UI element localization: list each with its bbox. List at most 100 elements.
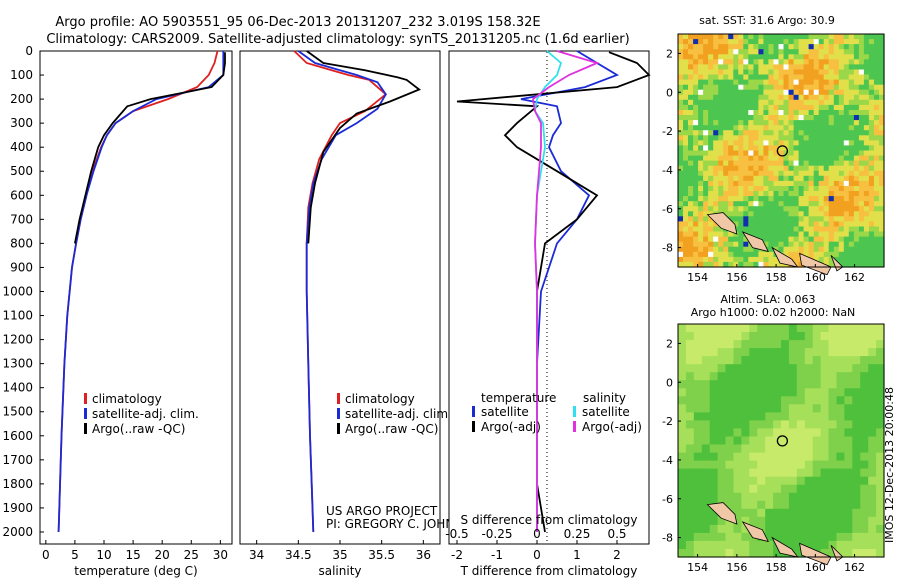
heatmap-cell [741,324,750,333]
heatmap-cell [757,428,766,437]
heatmap-cell [703,236,709,243]
heatmap-cell [749,348,758,357]
heatmap-cell [823,246,830,253]
temperature-x-ticks: 0 5 10 15 20 25 30 [42,540,228,562]
heatmap-cell [812,532,822,542]
heatmap-cell [843,196,850,202]
heatmap-cell [836,460,845,470]
heatmap-cell [718,99,724,106]
heatmap-cell [848,39,855,45]
heatmap-cell [798,84,805,91]
heatmap-cell [743,84,749,91]
heatmap-cell [818,99,825,106]
heatmap-cell [828,125,835,131]
heatmap-cell [703,99,709,106]
heatmap-cell [717,388,727,397]
heatmap-cell [848,64,855,71]
heatmap-cell [833,145,840,152]
temperature-difference-label: T difference from climatology [460,564,638,578]
heatmap-cell [833,150,840,157]
heatmap-cell [860,460,869,470]
heatmap-cell [868,231,875,238]
heatmap-cell [808,49,815,55]
heatmap-cell [788,332,798,341]
heatmap-cell [843,246,850,253]
heatmap-cell [793,34,800,40]
heatmap-cell [748,74,754,81]
heatmap-cell [723,39,729,45]
legend-swatch-temp-satellite [472,406,475,417]
heatmap-cell [713,74,719,81]
heatmap-cell [725,500,734,510]
heatmap-cell [753,110,759,116]
heatmap-cell [758,256,764,263]
salinity-panel: 34 34.5 35 35.5 36 salinity climatology sate… [239,50,480,578]
heatmap-cell [698,94,704,101]
heatmap-cell [798,94,805,101]
heatmap-cell [812,332,822,341]
heatmap-cell [838,84,845,91]
heatmap-cell [763,201,769,207]
heatmap-cell [688,206,694,212]
heatmap-cell [748,180,754,187]
heatmap-cell [678,49,684,55]
heatmap-cell [738,115,744,121]
heatmap-cell [833,115,840,121]
heatmap-cell [763,34,769,40]
heatmap-cell [753,94,759,101]
heatmap-cell [678,99,684,106]
heatmap-cell [858,165,865,172]
heatmap-cell [701,492,711,502]
heatmap-cell [828,524,837,534]
heatmap-cell [713,39,719,45]
heatmap-cell [798,226,805,233]
heatmap-cell [717,484,727,494]
heatmap-cell [798,140,805,147]
legend-label-temp-satellite: satellite [481,405,529,419]
heatmap-cell [749,484,758,494]
heatmap-cell [844,428,853,437]
heatmap-cell [698,191,704,197]
heatmap-cell [852,476,861,486]
heatmap-cell [783,186,790,192]
heatmap-cell [836,324,845,333]
heatmap-cell [793,150,800,157]
heatmap-cell [852,540,861,550]
heatmap-cell [808,201,815,207]
heatmap-cell [843,170,850,177]
heatmap-cell [852,532,861,542]
heatmap-cell [783,74,790,81]
heatmap-cell [733,196,739,202]
heatmap-cell [796,452,806,462]
heatmap-cell [723,175,729,182]
heatmap-cell [803,44,810,50]
heatmap-cell [678,175,684,182]
heatmap-cell [748,94,754,101]
heatmap-cell [803,74,810,81]
heatmap-cell [763,104,769,111]
heatmap-cell [860,549,869,558]
x-tick-label: 15 [125,548,140,562]
heatmap-cell [678,380,687,389]
heatmap-cell [717,516,727,526]
heatmap-cell [688,135,694,141]
heatmap-cell [748,175,754,182]
heatmap-cell [703,125,709,131]
heatmap-cell [753,69,759,76]
heatmap-cell [876,540,885,550]
heatmap-cell [793,39,800,45]
heatmap-cell [678,64,684,71]
heatmap-cell [804,452,814,462]
heatmap-cell [698,110,704,116]
heatmap-cell [828,64,835,71]
heatmap-cell [818,251,825,258]
heatmap-cell [678,115,684,121]
heatmap-cell [803,110,810,116]
heatmap-cell [808,94,815,101]
heatmap-cell [753,79,759,86]
heatmap-cell [741,428,750,437]
heatmap-cell [796,420,806,429]
heatmap-cell [723,261,729,268]
heatmap-cell [868,428,877,437]
heatmap-cell [743,64,749,71]
